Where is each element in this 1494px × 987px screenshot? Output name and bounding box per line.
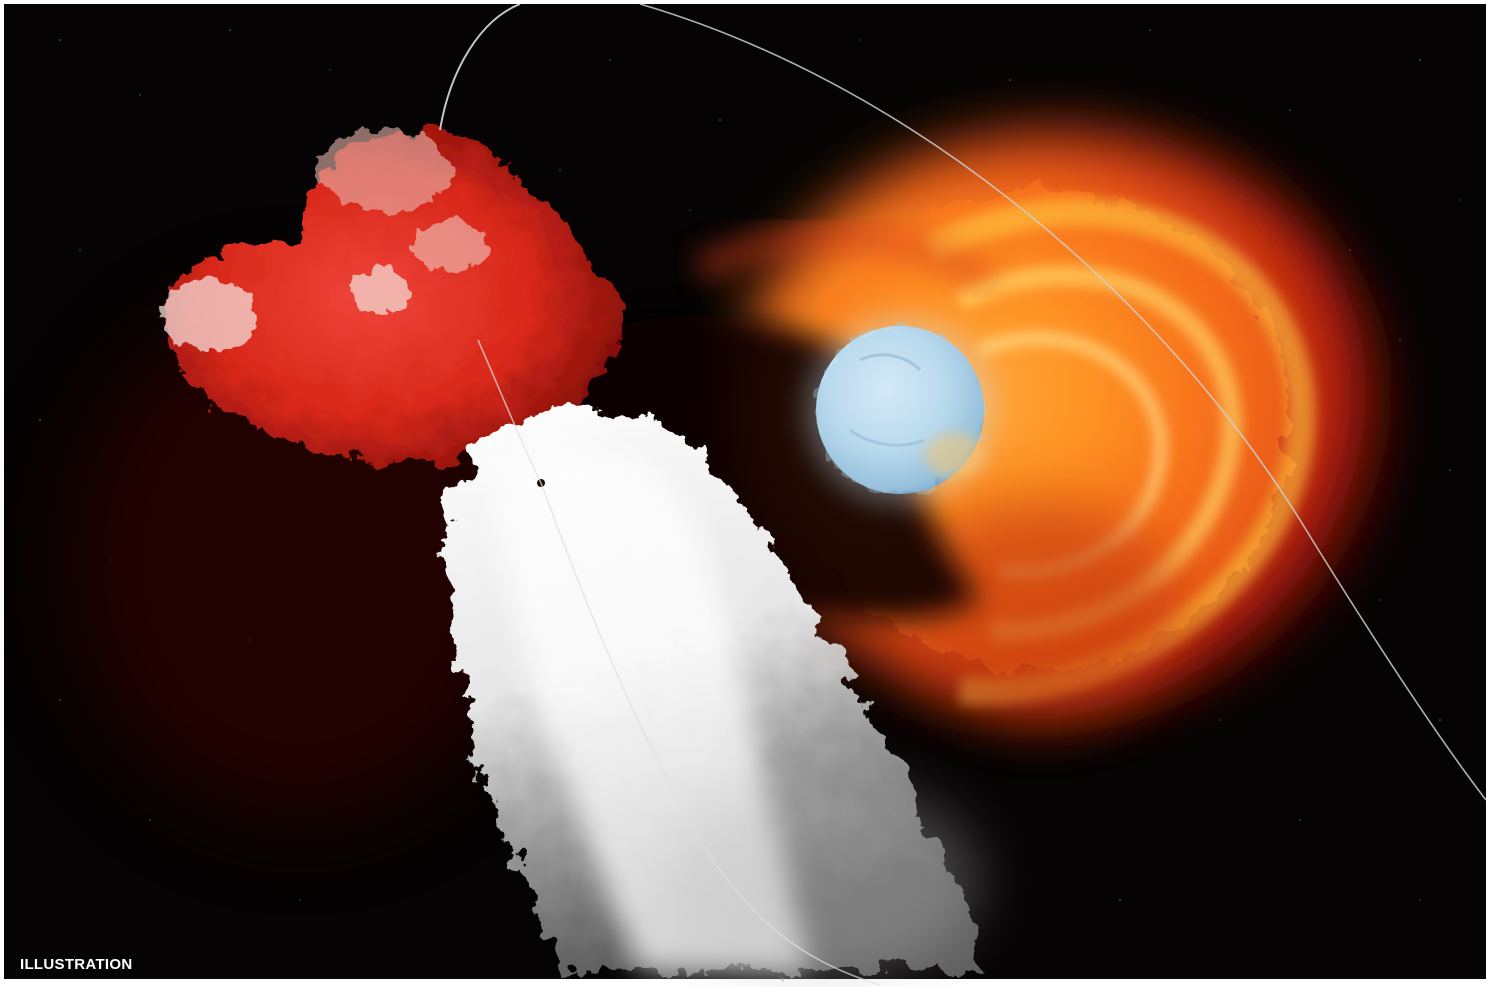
orbit-line-long (639, 3, 1487, 801)
red-cloud-highlights (162, 130, 488, 351)
orbit-line-inner (477, 339, 881, 986)
blue-star (805, 315, 995, 505)
illustration-caption: ILLUSTRATION (20, 956, 133, 973)
white-plume (448, 407, 990, 980)
orbit-line (439, 3, 521, 131)
